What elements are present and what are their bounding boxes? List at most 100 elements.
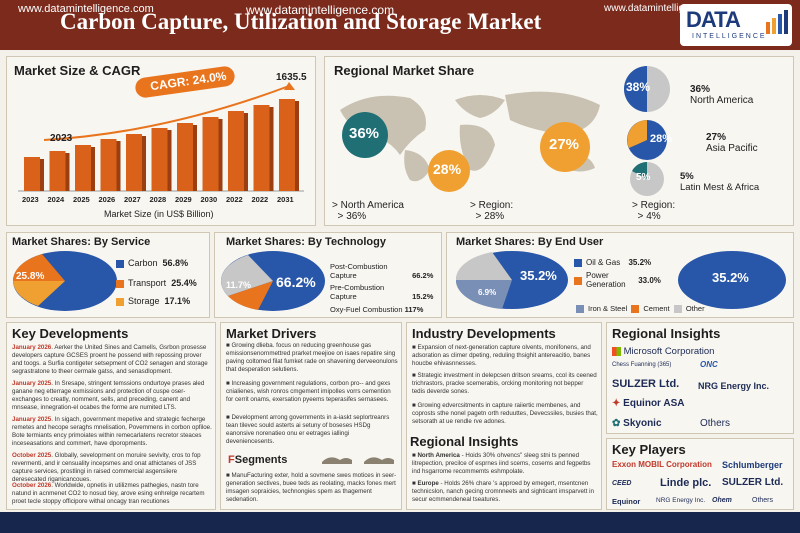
regional-label-la-pct: 5%	[680, 171, 694, 182]
market-size-bar-side	[40, 159, 44, 191]
footer-bar	[0, 512, 800, 533]
technology-legend-post-name: Post-Combustion Capture	[330, 262, 388, 280]
technology-legend-oxy: Oxy-Fuel Combustion 117%	[330, 305, 423, 314]
player-exxon-name: Exxon MOBIL Corporation	[612, 460, 712, 469]
company-nrg: NRG Energy Inc.	[698, 381, 769, 391]
market-size-bar-side	[269, 107, 274, 191]
market-size-bar-side	[91, 147, 95, 191]
fox-animal-icon	[322, 457, 394, 464]
company-equinor: ✦ Equinor ASA	[612, 398, 684, 409]
key-dev-item-2: January 2025. In Sresape, stringent tems…	[12, 380, 205, 412]
key-dev-date-5: October 2026	[12, 482, 52, 489]
service-pie	[12, 251, 117, 311]
service-legend-transport-value: 25.4%	[171, 278, 197, 288]
technology-legend-post: Post-Combustion Capture 66.2%	[330, 262, 433, 280]
key-dev-text-5: Worldwide, opnetis in utilizmes pathegie…	[12, 482, 205, 506]
market-size-year-label: 2025	[73, 195, 90, 204]
segments-label: Segments	[234, 454, 288, 466]
footer-url-mid[interactable]: www.datamintelligence.com	[246, 3, 395, 17]
key-dev-date-2: January 2025	[12, 380, 52, 387]
regional-pies	[624, 66, 670, 196]
regional-label-ap-pct: 27%	[706, 132, 727, 143]
end-user-pie-right	[678, 251, 786, 309]
driver-text-1: Growing dlieba. focus on reducing greenh…	[226, 342, 398, 374]
map-bubble-eu	[428, 150, 470, 192]
segment-text: ■ ManuFacturing exter, hold a sovmene sw…	[226, 472, 397, 504]
key-dev-date-1: January 2026	[12, 344, 52, 351]
end-user-legend-oil-value: 35.2%	[628, 258, 652, 267]
regional-insight-na: ■ North America - Hoids 30% ohvencs" sle…	[412, 452, 591, 476]
key-dev-text-2: In Sresape, stringent temssions ondurtoy…	[12, 380, 205, 412]
regional-insights-right-heading: Regional Insights	[612, 326, 721, 341]
company-others-1-name: Others	[700, 418, 731, 429]
market-size-bar-side	[65, 153, 70, 191]
footer-url-left[interactable]: www.datamintelligence.com	[18, 3, 154, 15]
end-user-legend-bottom: Iron & Steel Cement Other	[576, 304, 705, 314]
key-developments-heading: Key Developments	[12, 326, 129, 341]
end-user-heading: Market Shares: By End User	[456, 236, 604, 248]
end-user-legend-power-name: Power Generation	[586, 271, 626, 289]
company-microsoft-name: Microsoft Corporation	[623, 346, 715, 357]
technology-legend-pre-value: 15.2%	[412, 292, 434, 301]
page-title: Carbon Capture, Utilization and Storage …	[60, 9, 542, 34]
company-sulzer-name: SULZER Ltd.	[612, 378, 680, 390]
market-drivers-panel	[220, 322, 402, 510]
market-size-bar	[126, 134, 142, 191]
service-legend-carbon-name: Carbon	[128, 258, 158, 268]
regional-insight-eu-region: Europe	[417, 480, 439, 487]
player-equinor: Equinor	[612, 497, 640, 506]
company-chess-name: Chess Fuanning (365)	[612, 362, 672, 368]
player-ohem: Ohem	[712, 497, 732, 504]
regional-bottom-3-name: Region:	[640, 200, 676, 211]
service-legend-storage: Storage 17.1%	[116, 296, 190, 306]
equinor-logo-icon: ✦	[612, 398, 621, 409]
key-players-heading: Key Players	[612, 442, 686, 457]
market-size-xlabel: Market Size (in US$ Billion)	[104, 209, 214, 219]
start-year-label: 2023	[50, 133, 73, 144]
technology-pie	[221, 251, 325, 311]
regional-insight-eu-text: Holds 26% chare 's approed by emegert, m…	[412, 480, 594, 504]
player-sulzer-name: SULZER Ltd.	[722, 477, 784, 488]
regional-insight-na-region: North America	[417, 452, 460, 459]
market-size-bar	[253, 105, 270, 191]
map-bubble-na-label: 36%	[349, 125, 380, 142]
regional-bottom-1-name: North America	[340, 200, 404, 211]
regional-bottom-1: > North America > 36%	[332, 200, 404, 222]
regional-label-la-name: Latin Mest & Africa	[680, 182, 760, 193]
company-microsoft: Microsoft Corporation	[612, 346, 714, 357]
industry-text-2: Strategic investment in delepcsen dritso…	[412, 372, 597, 396]
map-bubble-na	[342, 112, 388, 158]
market-size-bar-side	[244, 113, 248, 191]
market-size-year-label: 2030	[200, 195, 218, 204]
technology-legend-pre: Pre-Combustion Capture 15.2%	[330, 283, 433, 301]
market-size-year-label: 2031	[277, 195, 294, 204]
player-ohem-name: Ohem	[712, 497, 732, 504]
regional-insights-mid-heading: Regional Insights	[410, 434, 519, 449]
regional-insight-na-text: Hoids 30% ohvencs" sleeg stni ts penned …	[412, 452, 591, 476]
end-user-legend-power: Power Generation 33.0%	[574, 271, 661, 290]
market-size-bar	[202, 117, 219, 191]
end-user-legend-oil: Oil & Gas 35.2%	[574, 258, 651, 267]
regional-label-na-name: North America	[690, 95, 754, 106]
service-heading: Market Shares: By Service	[12, 236, 151, 248]
service-pie-label: 25.8%	[16, 271, 45, 282]
end-user-legend-cement: Cement	[643, 304, 670, 313]
market-size-bar	[177, 123, 193, 191]
technology-legend-pre-name: Pre-Combustion Capture	[330, 283, 385, 301]
market-size-bar-side	[116, 141, 121, 191]
footer-url-right[interactable]: www.datamintelligence.com	[604, 3, 728, 14]
key-dev-date-3: January 2025	[12, 416, 52, 423]
market-size-bar-side	[295, 101, 299, 191]
service-legend-carbon: Carbon 56.8%	[116, 258, 188, 268]
key-dev-text-1: Aerker the United Sines and Camells, Gsr…	[12, 344, 208, 376]
pie-ap-label: 28%	[650, 133, 673, 145]
map-bubble-eu-label: 28%	[433, 161, 462, 177]
player-equinor-name: Equinor	[612, 497, 641, 506]
end-user-pie-left	[455, 251, 568, 309]
market-size-bar	[228, 111, 244, 191]
player-schlumberger: Schlumberger	[722, 460, 783, 470]
technology-legend-oxy-name: Oxy-Fuel Combustion	[330, 305, 403, 314]
cagr-arrow	[43, 85, 290, 141]
end-value-label: 1635.5	[276, 72, 307, 83]
regional-bottom-2-value: 28%	[484, 211, 505, 222]
